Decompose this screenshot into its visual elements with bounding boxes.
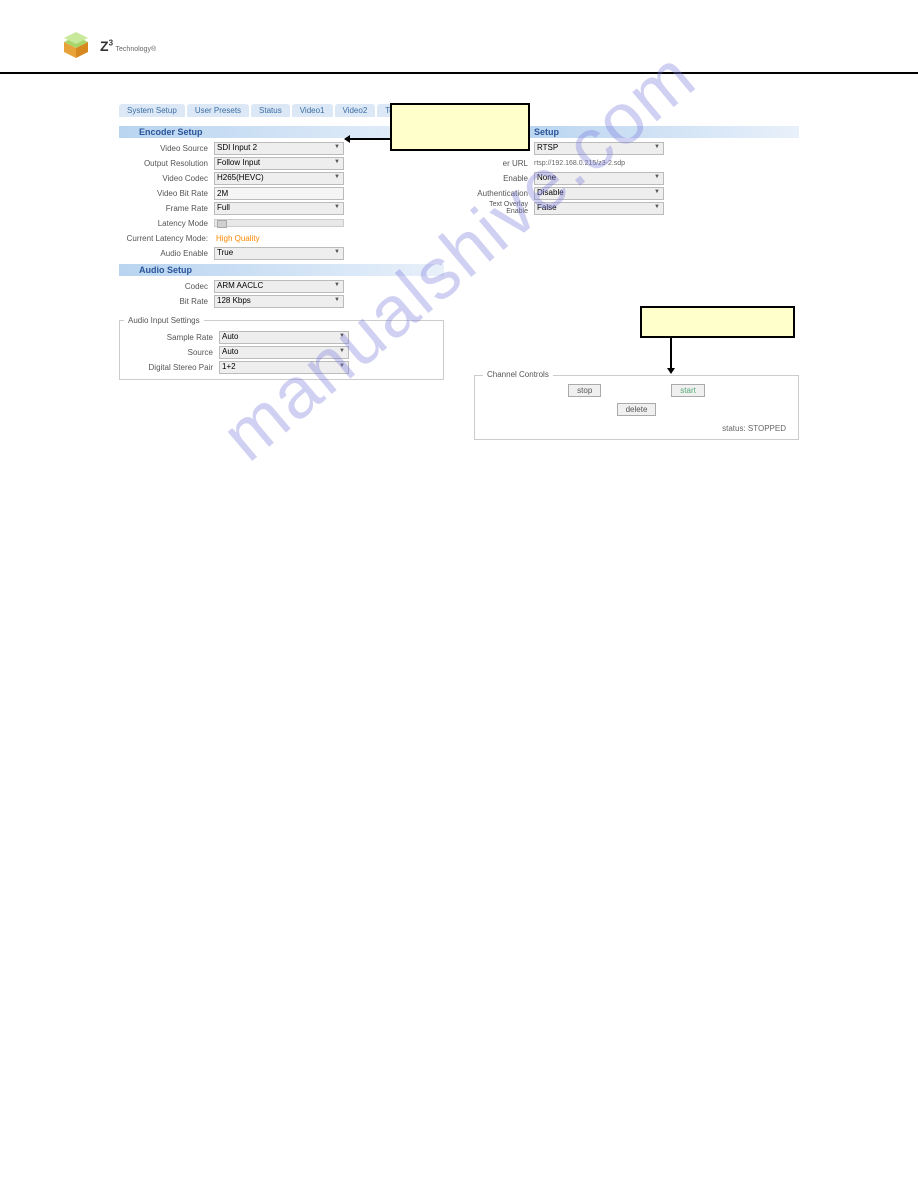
video-bitrate-input[interactable] [214, 187, 344, 200]
video-codec-label: Video Codec [119, 174, 214, 183]
audio-setup-header: Audio Setup [119, 264, 444, 276]
audio-enable-select[interactable]: True [214, 247, 344, 260]
url-value: rtsp://192.168.0.215/z3-2.sdp [534, 160, 625, 167]
callout-box-1 [390, 103, 530, 151]
tab-status[interactable]: Status [251, 104, 290, 117]
video-bitrate-label: Video Bit Rate [119, 189, 214, 198]
sample-rate-select[interactable]: Auto [219, 331, 349, 344]
output-res-label: Output Resolution [119, 159, 214, 168]
audio-source-label: Source [124, 348, 219, 357]
latency-mode-label: Latency Mode [119, 219, 214, 228]
latency-slider[interactable] [214, 219, 344, 227]
frame-rate-select[interactable]: Full [214, 202, 344, 215]
config-panel: Encoder Setup Video Source SDI Input 2 O… [109, 117, 809, 445]
output-res-select[interactable]: Follow Input [214, 157, 344, 170]
current-latency-value: High Quality [214, 234, 260, 243]
overlay-label: Text Overlay Enable [474, 201, 534, 215]
auth-label: Authentication [474, 189, 534, 198]
audio-bitrate-label: Bit Rate [119, 297, 214, 306]
logo-text: Z3 Technology® [100, 38, 156, 54]
video-source-label: Video Source [119, 144, 214, 153]
frame-rate-label: Frame Rate [119, 204, 214, 213]
logo-icon [60, 30, 92, 62]
enable-label: Enable [474, 174, 534, 183]
output-setup-header: Setup [514, 126, 799, 138]
digital-pair-select[interactable]: 1+2 [219, 361, 349, 374]
audio-input-fieldset: Audio Input Settings Sample Rate Auto So… [119, 316, 444, 380]
audio-bitrate-select[interactable]: 128 Kbps [214, 295, 344, 308]
tab-video1[interactable]: Video1 [292, 104, 333, 117]
callout-box-2 [640, 306, 795, 338]
channel-controls: Channel Controls stop start delete statu… [474, 375, 799, 440]
encoder-column: Encoder Setup Video Source SDI Input 2 O… [119, 122, 444, 440]
arrow-1 [350, 138, 390, 140]
tab-system-setup[interactable]: System Setup [119, 104, 185, 117]
overlay-select[interactable]: False [534, 202, 664, 215]
auth-select[interactable]: Disable [534, 187, 664, 200]
video-source-select[interactable]: SDI Input 2 [214, 142, 344, 155]
audio-source-select[interactable]: Auto [219, 346, 349, 359]
output-column: Setup Format RTSP er URL rtsp://192.168.… [474, 122, 799, 440]
logo-bar: Z3 Technology® [0, 0, 918, 74]
delete-button[interactable]: delete [617, 403, 657, 416]
arrow-2 [670, 338, 672, 368]
tab-user-presets[interactable]: User Presets [187, 104, 249, 117]
enable-select[interactable]: None [534, 172, 664, 185]
stop-button[interactable]: stop [568, 384, 601, 397]
url-label: er URL [474, 159, 534, 168]
status-line: status: STOPPED [487, 424, 786, 433]
start-button[interactable]: start [671, 384, 705, 397]
tab-video2[interactable]: Video2 [335, 104, 376, 117]
current-latency-label: Current Latency Mode: [119, 234, 214, 243]
audio-codec-select[interactable]: ARM AACLC [214, 280, 344, 293]
format-select[interactable]: RTSP [534, 142, 664, 155]
video-codec-select[interactable]: H265(HEVC) [214, 172, 344, 185]
audio-enable-label: Audio Enable [119, 249, 214, 258]
channel-controls-title: Channel Controls [483, 370, 553, 379]
digital-pair-label: Digital Stereo Pair [124, 363, 219, 372]
sample-rate-label: Sample Rate [124, 333, 219, 342]
audio-input-legend: Audio Input Settings [124, 316, 204, 325]
audio-codec-label: Codec [119, 282, 214, 291]
